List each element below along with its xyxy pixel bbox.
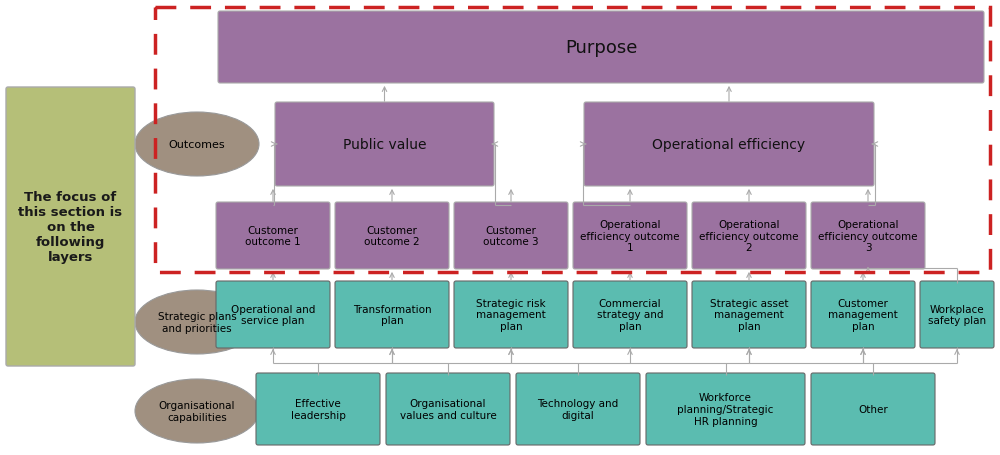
Text: Customer
outcome 1: Customer outcome 1 xyxy=(245,225,301,247)
Text: Technology and
digital: Technology and digital xyxy=(537,398,619,420)
Text: Strategic risk
management
plan: Strategic risk management plan xyxy=(476,298,546,331)
FancyBboxPatch shape xyxy=(335,281,449,348)
Text: Strategic plans
and priorities: Strategic plans and priorities xyxy=(158,312,236,333)
FancyBboxPatch shape xyxy=(811,281,915,348)
Text: Organisational
values and culture: Organisational values and culture xyxy=(400,398,496,420)
FancyBboxPatch shape xyxy=(454,281,568,348)
Text: Operational
efficiency outcome
1: Operational efficiency outcome 1 xyxy=(580,219,680,253)
FancyBboxPatch shape xyxy=(920,281,994,348)
Text: Purpose: Purpose xyxy=(565,39,637,57)
FancyBboxPatch shape xyxy=(692,202,806,269)
Ellipse shape xyxy=(135,290,259,354)
Text: Public value: Public value xyxy=(343,138,426,152)
Text: Organisational
capabilities: Organisational capabilities xyxy=(159,400,235,422)
Text: Operational efficiency: Operational efficiency xyxy=(652,138,806,152)
Text: Operational
efficiency outcome
3: Operational efficiency outcome 3 xyxy=(818,219,918,253)
FancyBboxPatch shape xyxy=(216,202,330,269)
FancyBboxPatch shape xyxy=(692,281,806,348)
Text: Customer
outcome 3: Customer outcome 3 xyxy=(483,225,539,247)
FancyBboxPatch shape xyxy=(573,281,687,348)
Ellipse shape xyxy=(135,113,259,177)
FancyBboxPatch shape xyxy=(275,103,494,187)
FancyBboxPatch shape xyxy=(573,202,687,269)
Text: Commercial
strategy and
plan: Commercial strategy and plan xyxy=(597,298,663,331)
FancyBboxPatch shape xyxy=(256,373,380,445)
Ellipse shape xyxy=(135,379,259,443)
Text: Workplace
safety plan: Workplace safety plan xyxy=(928,304,986,326)
FancyBboxPatch shape xyxy=(584,103,874,187)
FancyBboxPatch shape xyxy=(386,373,510,445)
FancyBboxPatch shape xyxy=(335,202,449,269)
Text: Transformation
plan: Transformation plan xyxy=(353,304,431,326)
FancyBboxPatch shape xyxy=(216,281,330,348)
Text: Strategic asset
management
plan: Strategic asset management plan xyxy=(710,298,788,331)
Text: Effective
leadership: Effective leadership xyxy=(291,398,345,420)
Text: Customer
management
plan: Customer management plan xyxy=(828,298,898,331)
FancyBboxPatch shape xyxy=(516,373,640,445)
Text: Operational
efficiency outcome
2: Operational efficiency outcome 2 xyxy=(699,219,799,253)
FancyBboxPatch shape xyxy=(811,202,925,269)
Text: Customer
outcome 2: Customer outcome 2 xyxy=(364,225,420,247)
Text: Outcomes: Outcomes xyxy=(169,140,225,150)
Text: Workforce
planning/Strategic
HR planning: Workforce planning/Strategic HR planning xyxy=(677,393,774,426)
FancyBboxPatch shape xyxy=(454,202,568,269)
Text: The focus of
this section is
on the
following
layers: The focus of this section is on the foll… xyxy=(18,191,123,263)
Text: Operational and
service plan: Operational and service plan xyxy=(231,304,315,326)
Bar xyxy=(155,8,990,273)
FancyBboxPatch shape xyxy=(218,12,984,84)
FancyBboxPatch shape xyxy=(646,373,805,445)
FancyBboxPatch shape xyxy=(6,88,135,366)
FancyBboxPatch shape xyxy=(811,373,935,445)
Text: Other: Other xyxy=(858,404,888,414)
